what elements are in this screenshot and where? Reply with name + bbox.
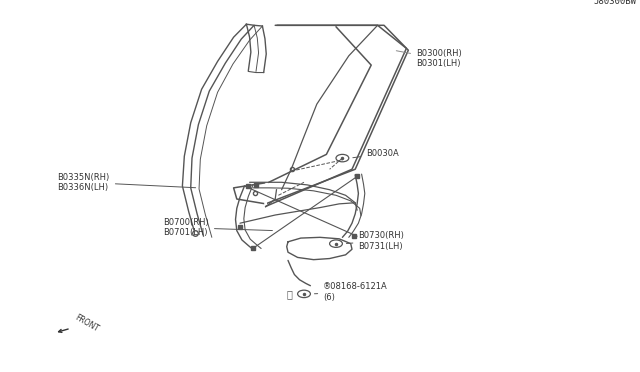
Text: B0030A: B0030A (353, 149, 399, 158)
Text: ®08168-6121A
(6): ®08168-6121A (6) (314, 282, 388, 302)
Text: J80300BW: J80300BW (594, 0, 637, 6)
Text: B0730(RH)
B0731(LH): B0730(RH) B0731(LH) (346, 231, 404, 251)
Text: FRONT: FRONT (59, 313, 100, 334)
Text: Ⓡ: Ⓡ (287, 289, 293, 299)
Text: B0335N(RH)
B0336N(LH): B0335N(RH) B0336N(LH) (58, 173, 196, 192)
Text: B0700(RH)
B0701(LH): B0700(RH) B0701(LH) (163, 218, 273, 237)
Text: B0300(RH)
B0301(LH): B0300(RH) B0301(LH) (396, 49, 461, 68)
